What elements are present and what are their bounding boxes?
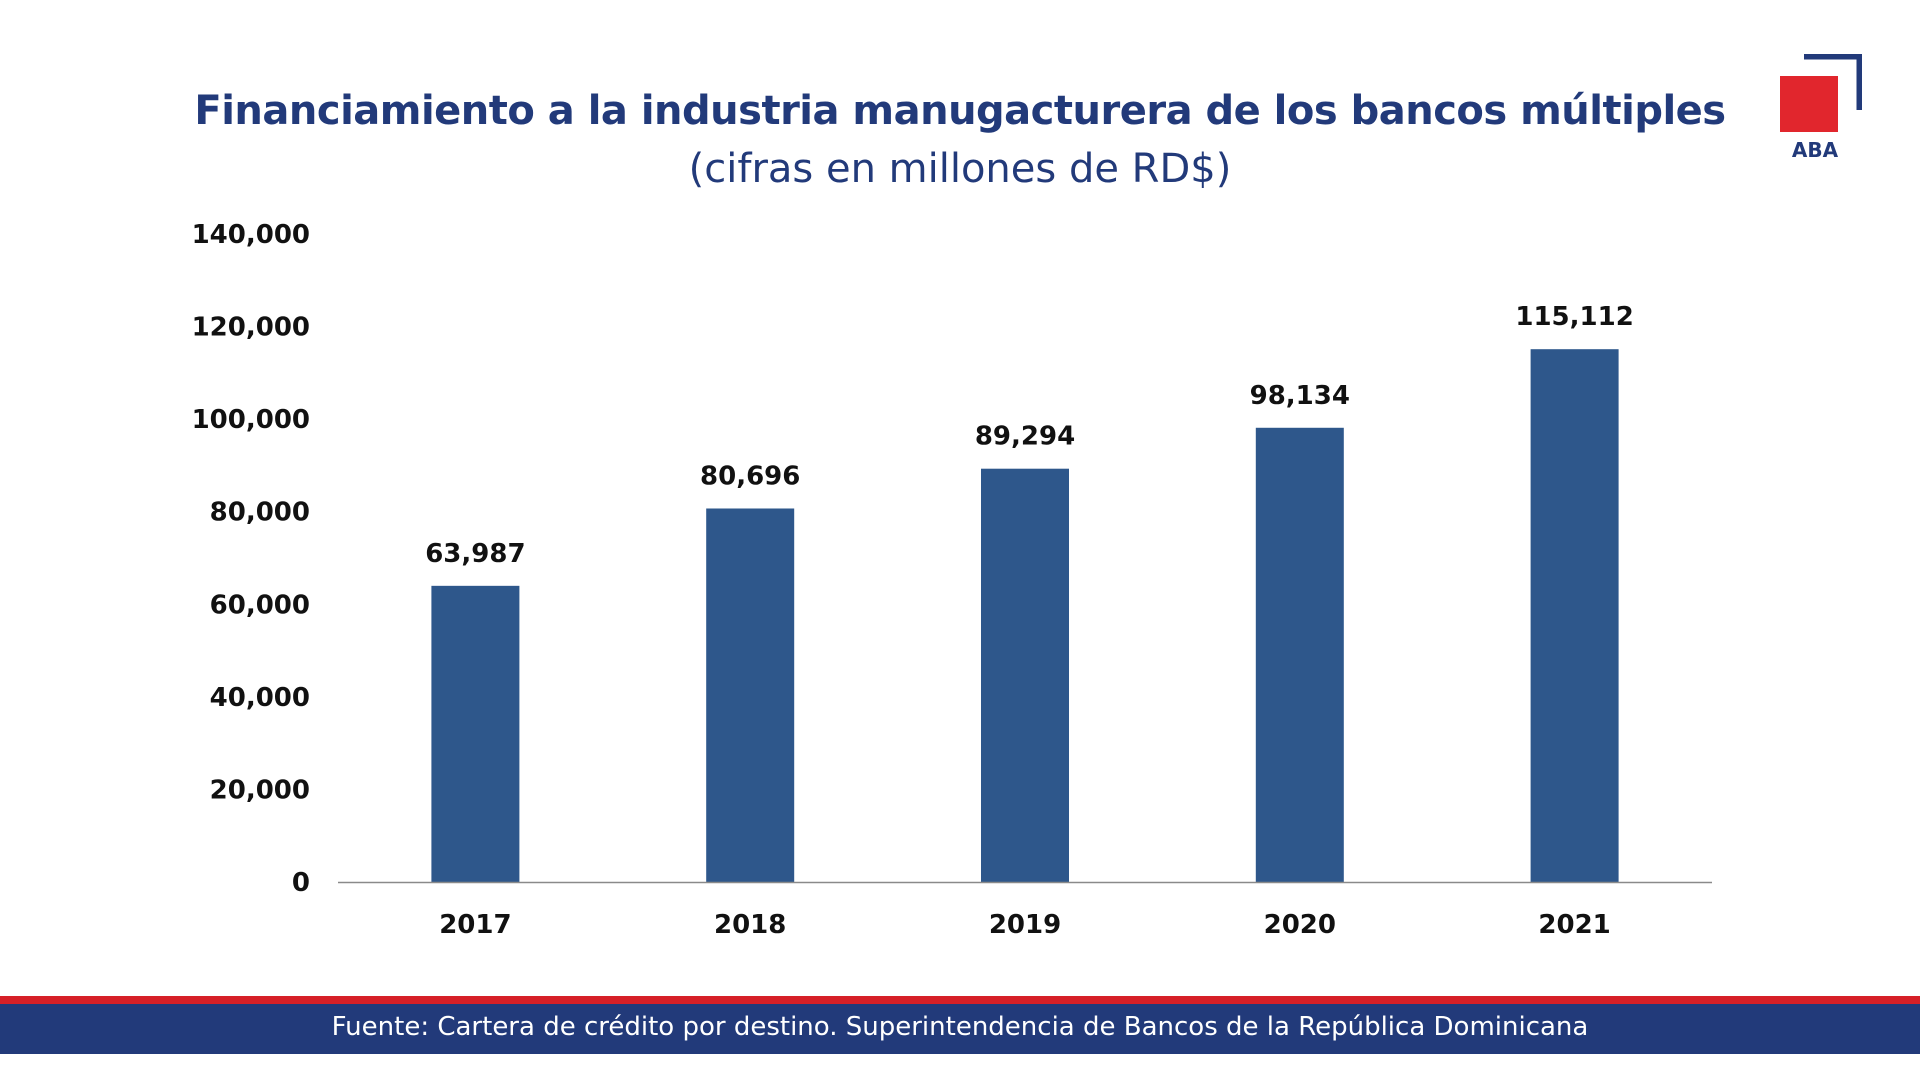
bars: 63,987 80,696 89,294 98,134 115,112 <box>425 302 1634 882</box>
y-tick-label: 140,000 <box>192 220 310 250</box>
bar-2021 <box>1530 349 1619 882</box>
y-tick-label: 0 <box>292 868 310 898</box>
x-tick-label: 2020 <box>1264 910 1336 940</box>
footer-red-stripe <box>0 996 1920 1004</box>
bar-2020 <box>1255 427 1344 882</box>
x-tick-label: 2017 <box>439 910 511 940</box>
x-axis: 2017 2018 2019 2020 2021 <box>439 910 1611 940</box>
y-tick-label: 80,000 <box>210 498 310 528</box>
chart-title: Financiamiento a la industria manugactur… <box>194 88 1726 134</box>
data-label-2017: 63,987 <box>425 539 525 569</box>
y-axis: 0 20,000 40,000 60,000 80,000 100,000 120,000 1… <box>192 220 310 898</box>
aba-logo-text: ABA <box>1791 138 1839 162</box>
aba-logo-mark-icon <box>1780 52 1864 132</box>
x-tick-label: 2018 <box>714 910 786 940</box>
chart-subtitle: (cifras en millones de RD$) <box>688 146 1232 192</box>
y-tick-label: 40,000 <box>210 683 310 713</box>
y-tick-label: 20,000 <box>210 775 310 805</box>
bar-2018 <box>706 508 795 882</box>
data-label-2021: 115,112 <box>1515 302 1633 332</box>
y-tick-label: 120,000 <box>192 313 310 343</box>
footer-source-text: Fuente: Cartera de crédito por destino. … <box>331 1012 1589 1042</box>
aba-logo: ABA <box>1780 52 1864 164</box>
bar-chart: 0 20,000 40,000 60,000 80,000 100,000 120,000 1… <box>192 220 1712 940</box>
data-label-2019: 89,294 <box>975 422 1075 452</box>
x-tick-label: 2021 <box>1538 910 1610 940</box>
footer-bar <box>0 1004 1920 1054</box>
data-label-2020: 98,134 <box>1250 381 1350 411</box>
y-tick-label: 60,000 <box>210 590 310 620</box>
bar-2017 <box>431 585 520 882</box>
x-tick-label: 2019 <box>989 910 1061 940</box>
bar-2019 <box>981 468 1069 882</box>
data-label-2018: 80,696 <box>700 461 800 491</box>
y-tick-label: 100,000 <box>192 405 310 435</box>
aba-logo-square <box>1780 76 1838 132</box>
